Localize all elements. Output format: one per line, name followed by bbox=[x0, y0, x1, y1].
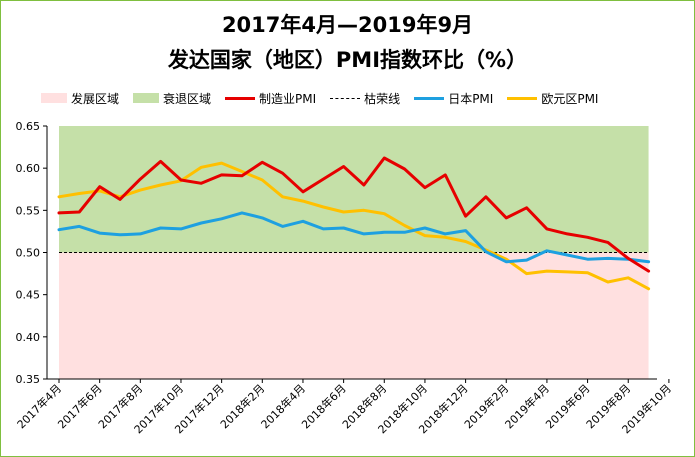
japan-pmi-line bbox=[57, 211, 651, 264]
eurozone-pmi-line bbox=[57, 161, 651, 291]
legend-label-manufacturing-pmi: 制造业PMI bbox=[259, 91, 317, 106]
legend-swatch-japan-pmi bbox=[414, 96, 445, 100]
legend-item-growth-region: 发展区域 bbox=[41, 90, 119, 107]
legend-swatch-recession-region bbox=[133, 93, 160, 103]
y-tick-label: 0.50 bbox=[16, 247, 41, 260]
y-tick-label: 0.55 bbox=[16, 204, 41, 217]
legend-item-japan-pmi: 日本PMI bbox=[414, 90, 493, 107]
legend-label-recession-region: 衰退区域 bbox=[163, 91, 212, 106]
legend-swatch-eurozone-pmi bbox=[507, 96, 538, 100]
legend-label-eurozone-pmi: 欧元区PMI bbox=[541, 91, 599, 106]
y-tick-label: 0.45 bbox=[16, 289, 41, 302]
legend-item-manufacturing-pmi: 制造业PMI bbox=[225, 90, 316, 107]
growth-region-area bbox=[59, 252, 649, 379]
y-tick-label: 0.35 bbox=[16, 373, 41, 386]
legend-item-threshold: 枯荣线 bbox=[330, 90, 400, 107]
chart-subtitle: 发达国家（地区）PMI指数环比（%） bbox=[167, 48, 528, 72]
legend-item-recession-region: 衰退区域 bbox=[133, 90, 211, 107]
y-tick-label: 0.40 bbox=[16, 331, 41, 344]
legend-label-threshold: 枯荣线 bbox=[364, 91, 401, 106]
legend-swatch-threshold bbox=[330, 97, 361, 99]
legend-item-eurozone-pmi: 欧元区PMI bbox=[507, 90, 598, 107]
y-tick-label: 0.65 bbox=[16, 120, 41, 133]
chart-legend: 发展区域 衰退区域 制造业PMI 枯荣线 日本PMI 欧元区PMI bbox=[41, 88, 681, 108]
manufacturing-pmi-line bbox=[57, 156, 651, 273]
legend-swatch-growth-region bbox=[41, 93, 67, 103]
legend-swatch-manufacturing-pmi bbox=[225, 96, 256, 100]
y-tick-label: 0.60 bbox=[16, 162, 41, 175]
chart-title: 2017年4月—2019年9月 bbox=[221, 13, 474, 37]
legend-label-japan-pmi: 日本PMI bbox=[448, 91, 494, 106]
legend-label-growth-region: 发展区域 bbox=[71, 91, 120, 106]
